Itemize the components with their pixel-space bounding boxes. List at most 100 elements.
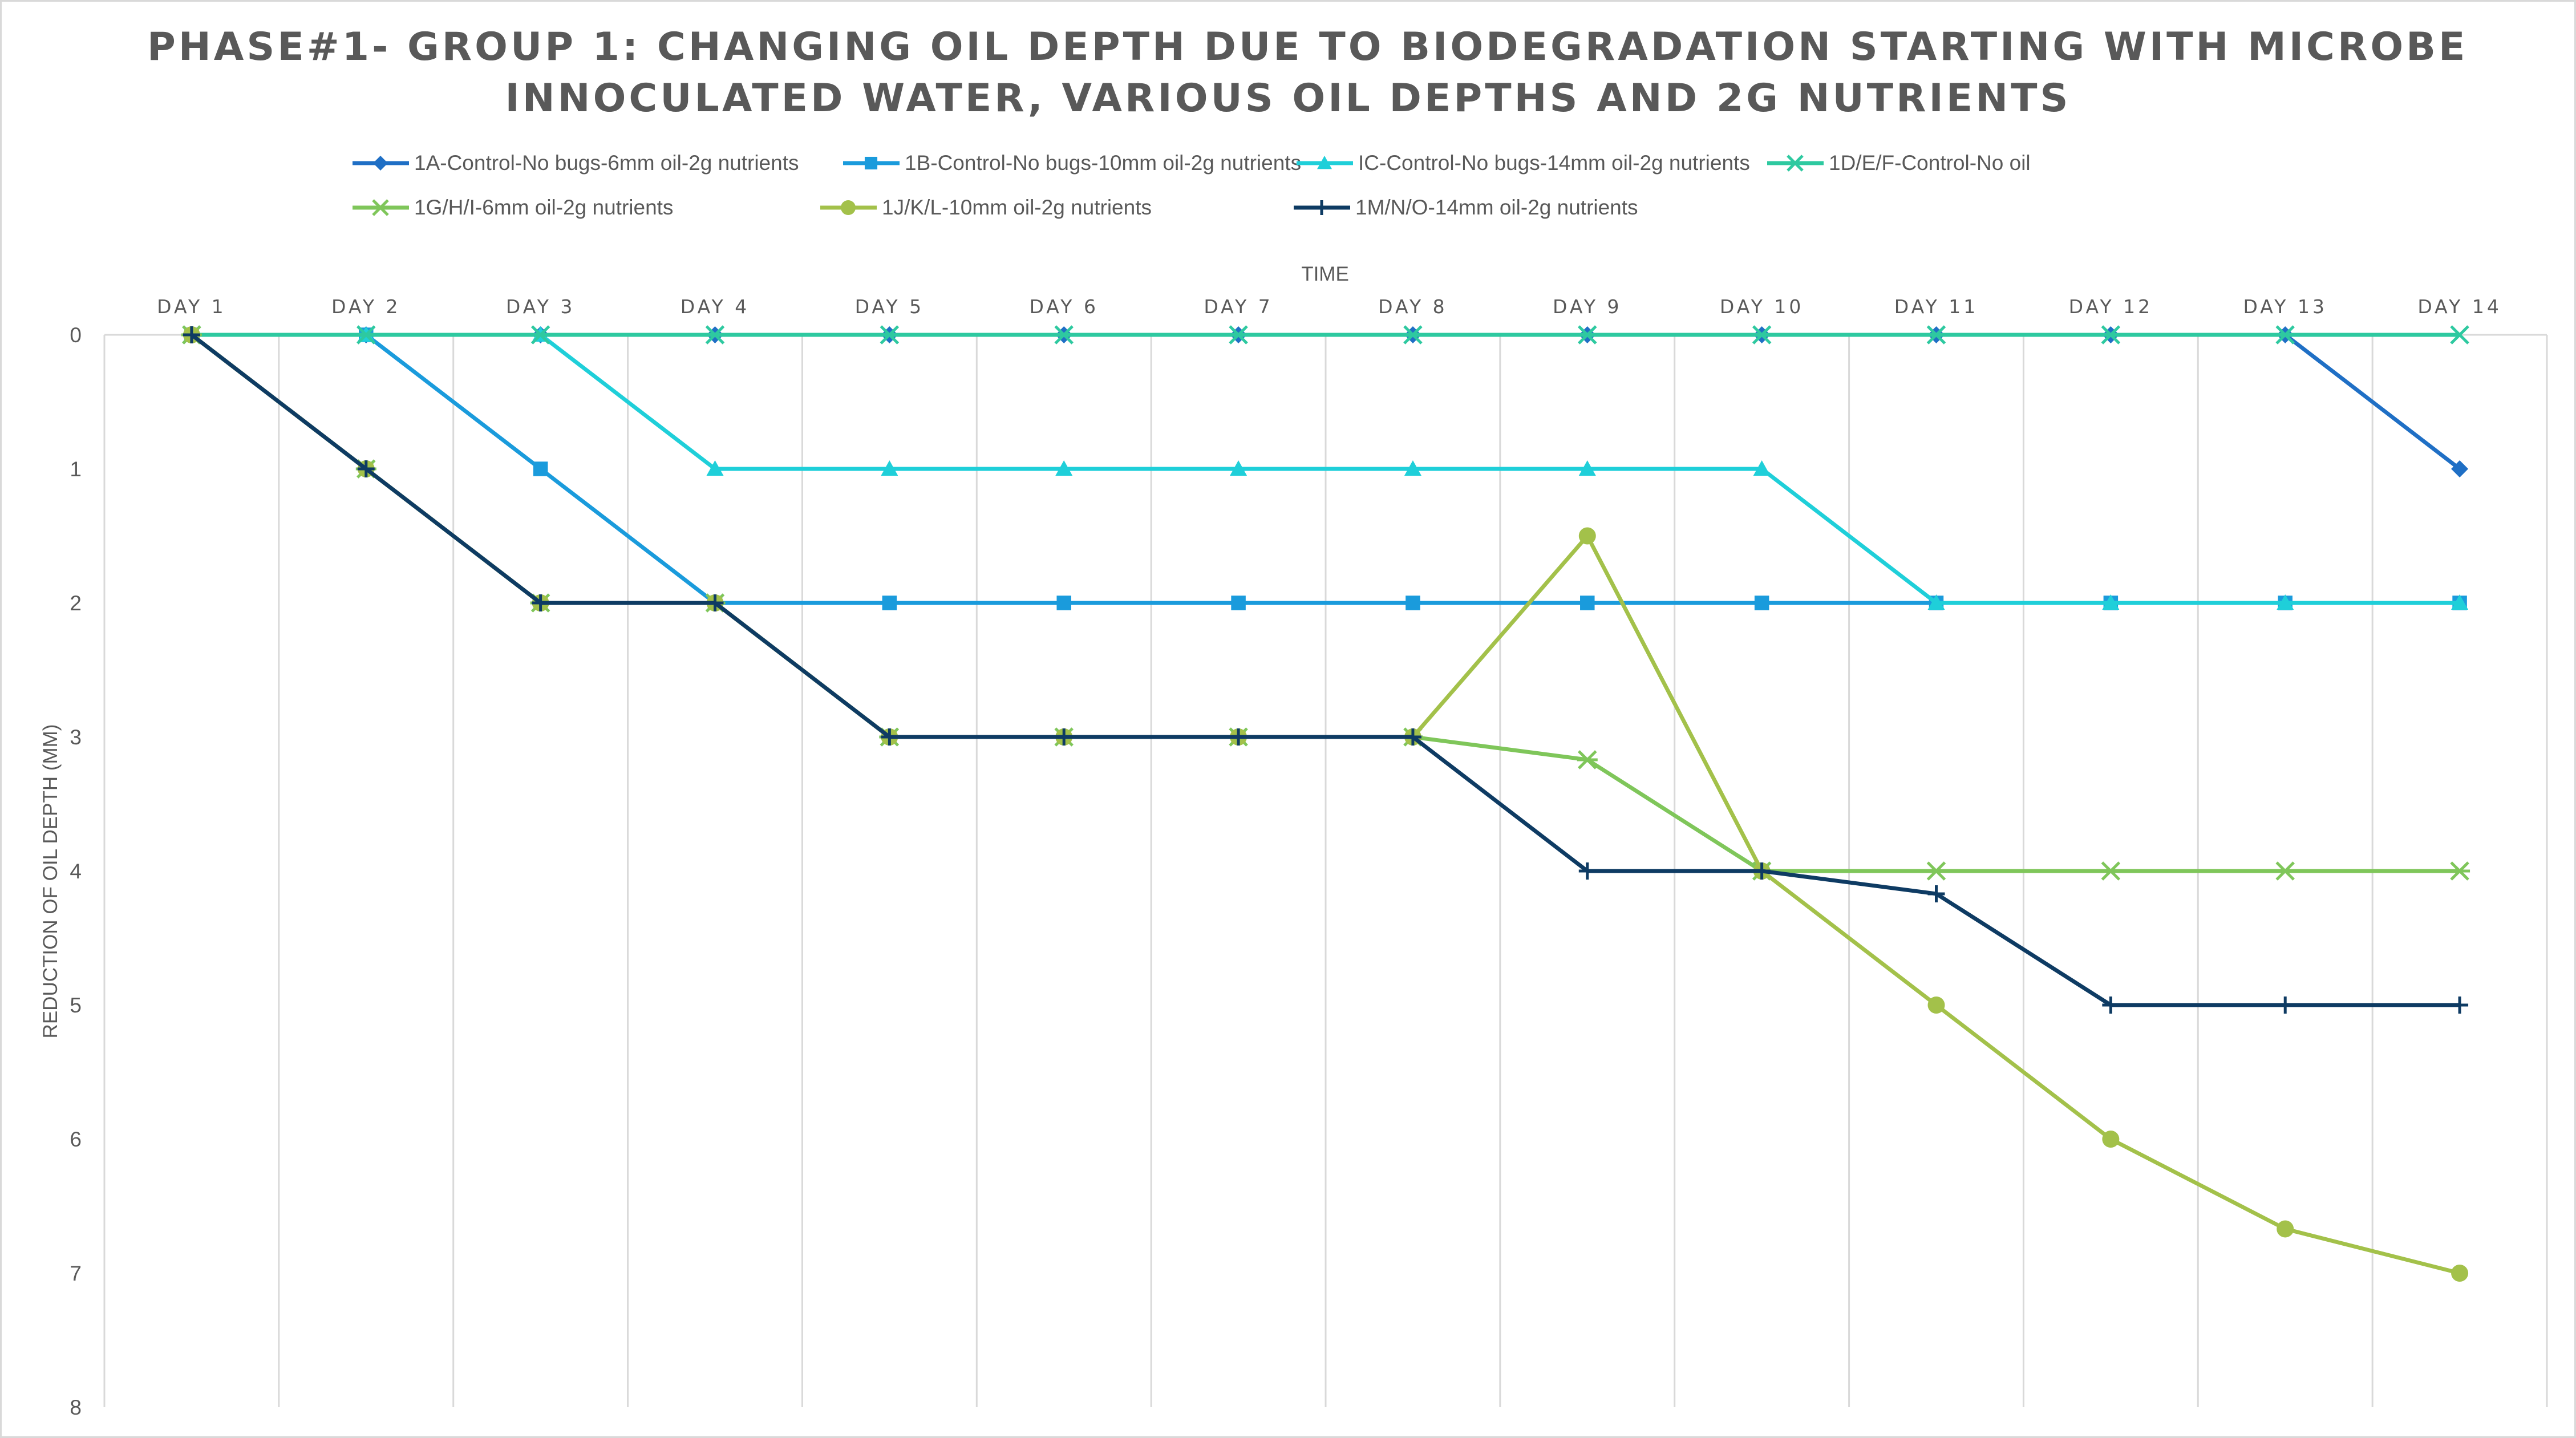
data-point — [2102, 1131, 2120, 1148]
x-tick-label: DAY 11 — [1894, 295, 1978, 318]
x-tick-label: DAY 2 — [331, 295, 401, 318]
data-point — [1753, 460, 1771, 476]
legend-item: 1J/K/L-10mm oil-2g nutrients — [819, 191, 1152, 225]
data-point — [1754, 596, 1769, 610]
chart-title-line-1: PHASE#1- GROUP 1: CHANGING OIL DEPTH DUE… — [147, 25, 2468, 70]
data-point — [2275, 861, 2296, 881]
data-point — [1230, 460, 1248, 476]
data-point — [2451, 594, 2469, 610]
series-4 — [182, 325, 2469, 345]
x-tick-label: DAY 3 — [506, 295, 576, 318]
series-7 — [183, 326, 2469, 1014]
data-point — [1578, 460, 1596, 476]
legend-item: 1A-Control-No bugs-6mm oil-2g nutrients — [351, 146, 799, 180]
data-point — [530, 325, 550, 345]
y-tick-label: 8 — [70, 1396, 82, 1419]
legend-item: 1G/H/I-6mm oil-2g nutrients — [351, 191, 673, 225]
data-point — [1578, 325, 1597, 345]
data-point — [706, 594, 724, 611]
legend-item: 1M/N/O-14mm oil-2g nutrients — [1292, 191, 1638, 225]
legend-swatch — [353, 156, 409, 171]
data-point — [1753, 862, 1771, 880]
data-point — [2451, 1265, 2469, 1282]
chart-title: PHASE#1- GROUP 1: CHANGING OIL DEPTH DUE… — [147, 22, 2468, 124]
legend-label: 1M/N/O-14mm oil-2g nutrients — [1355, 196, 1638, 219]
tick-labels: DAY 1 DAY 2 DAY 3 DAY 4 DAY 5 DAY 6 DAY 7 DAY 8… — [70, 295, 2501, 1419]
data-point — [1577, 750, 1598, 769]
data-point — [1231, 596, 1246, 610]
data-point — [2277, 1220, 2294, 1238]
data-point — [880, 325, 900, 345]
data-point — [1055, 460, 1073, 476]
data-point — [2100, 861, 2121, 881]
data-point — [1926, 325, 1946, 345]
x-axis-label: TIME — [1301, 263, 1349, 285]
data-point — [1054, 325, 1074, 345]
x-tick-label: DAY 12 — [2069, 295, 2153, 318]
data-point — [1578, 527, 1596, 545]
data-point — [2449, 861, 2470, 881]
legend-label: 1A-Control-No bugs-6mm oil-2g nutrients — [414, 151, 799, 175]
x-tick-label: DAY 5 — [855, 295, 925, 318]
data-point — [1404, 460, 1421, 476]
series-lines — [181, 325, 2470, 1282]
data-point — [1578, 862, 1596, 880]
x-tick-label: DAY 7 — [1204, 295, 1273, 318]
x-tick-label: DAY 8 — [1378, 295, 1448, 318]
data-point — [2102, 594, 2120, 610]
legend-swatch — [1297, 156, 1353, 169]
x-tick-label: DAY 6 — [1029, 295, 1099, 318]
data-point — [1403, 325, 1423, 345]
x-tick-label: DAY 4 — [681, 295, 750, 318]
data-point — [2275, 325, 2295, 345]
data-point — [1926, 861, 1947, 881]
data-point — [1927, 885, 1945, 902]
y-tick-label: 5 — [70, 994, 82, 1017]
data-point — [881, 460, 898, 476]
x-tick-label: DAY 10 — [1720, 295, 1804, 318]
x-tick-label: DAY 1 — [157, 295, 226, 318]
x-tick-label: DAY 13 — [2243, 295, 2327, 318]
chart-title-line-2: INNOCULATED WATER, VARIOUS OIL DEPTHS AN… — [505, 76, 2071, 121]
x-tick-label: DAY 9 — [1553, 295, 1622, 318]
data-point — [1752, 325, 1772, 345]
data-point — [2277, 997, 2294, 1014]
data-point — [532, 594, 549, 611]
data-point — [881, 728, 898, 746]
series-line — [191, 333, 2460, 605]
legend-label: 1G/H/I-6mm oil-2g nutrients — [414, 196, 674, 219]
series-line — [190, 333, 2460, 1007]
legend-label: 1J/K/L-10mm oil-2g nutrients — [882, 196, 1152, 219]
y-tick-label: 3 — [70, 726, 82, 749]
x-tick-label: DAY 14 — [2417, 295, 2501, 318]
y-axis-label: REDUCTION OF OIL DEPTH (MM) — [39, 724, 62, 1039]
data-point — [1056, 596, 1071, 610]
data-point — [2102, 997, 2120, 1014]
legend-swatch — [1294, 200, 1350, 215]
legend-label: IC-Control-No bugs-14mm oil-2g nutrients — [1358, 151, 1750, 175]
legend-swatch — [820, 200, 877, 215]
legend-label: 1D/E/F-Control-No oil — [1829, 151, 2031, 175]
y-tick-label: 6 — [70, 1128, 82, 1151]
data-point — [1927, 997, 1945, 1014]
legend-item: 1B-Control-No bugs-10mm oil-2g nutrients — [841, 146, 1301, 180]
data-point — [1580, 596, 1595, 610]
data-point — [1055, 728, 1073, 746]
data-point — [357, 460, 375, 477]
y-tick-label: 0 — [70, 323, 82, 347]
legend-swatch — [353, 199, 409, 216]
legend-item: IC-Control-No bugs-14mm oil-2g nutrients — [1295, 146, 1750, 180]
y-tick-label: 1 — [70, 457, 82, 481]
data-point — [2451, 997, 2469, 1014]
legend-item: 1D/E/F-Control-No oil — [1765, 146, 2031, 180]
legend-swatch — [843, 156, 900, 170]
data-point — [1230, 728, 1248, 746]
data-point — [2451, 460, 2469, 477]
data-point — [183, 326, 200, 343]
data-point — [706, 460, 724, 476]
data-point — [1406, 596, 1420, 610]
data-point — [882, 596, 897, 610]
data-point — [2450, 325, 2469, 345]
